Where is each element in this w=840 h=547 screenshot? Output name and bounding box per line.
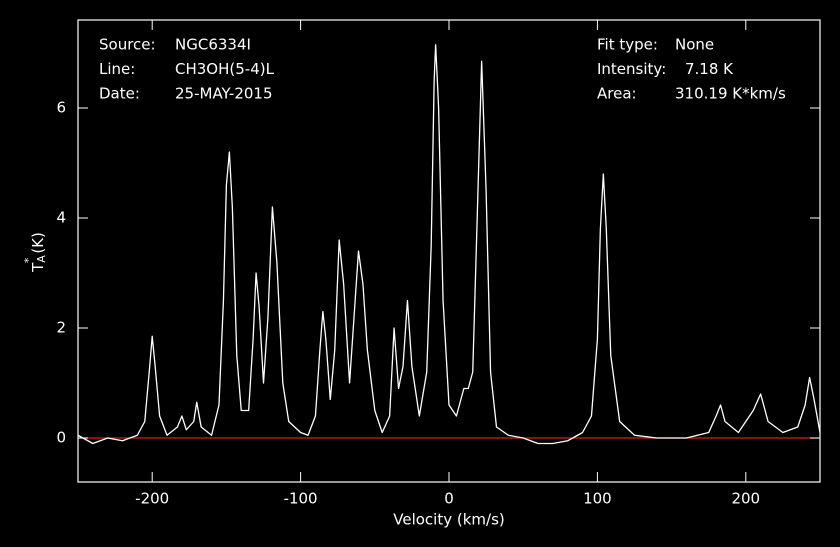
y-tick-label: 0 xyxy=(56,429,66,447)
annotation-value: 310.19 K*km/s xyxy=(675,85,786,103)
annotation-label: Line: xyxy=(99,60,135,78)
spectrum-line xyxy=(77,44,821,445)
x-tick-label: -100 xyxy=(284,490,318,508)
y-tick-label: 4 xyxy=(56,209,66,227)
x-tick-label: -200 xyxy=(135,490,169,508)
x-tick-label: 0 xyxy=(444,490,454,508)
annotation-label: Area: xyxy=(597,85,637,103)
annotation-label: Source: xyxy=(99,36,156,54)
annotation-value: None xyxy=(675,36,714,54)
annotation-value: 25-MAY-2015 xyxy=(175,85,273,103)
y-tick-label: 6 xyxy=(56,99,66,117)
y-axis-label: TA* (K) xyxy=(22,232,48,273)
y-tick-label: 2 xyxy=(56,319,66,337)
y-label-unit: (K) xyxy=(29,232,47,254)
annotation-value: CH3OH(5-4)L xyxy=(175,60,275,78)
x-axis-label: Velocity (km/s) xyxy=(393,511,504,529)
x-tick-label: 100 xyxy=(583,490,612,508)
annotation-label: Date: xyxy=(99,85,140,103)
annotation-label: Intensity: xyxy=(597,60,666,78)
y-label-sub: A xyxy=(35,255,48,263)
annotation-value: 7.18 K xyxy=(685,60,734,78)
annotation-label: Fit type: xyxy=(597,36,658,54)
annotation-value: NGC6334I xyxy=(175,36,251,54)
y-label-sup: * xyxy=(22,257,35,263)
x-tick-label: 200 xyxy=(731,490,760,508)
y-label-symbol: T xyxy=(29,262,47,273)
